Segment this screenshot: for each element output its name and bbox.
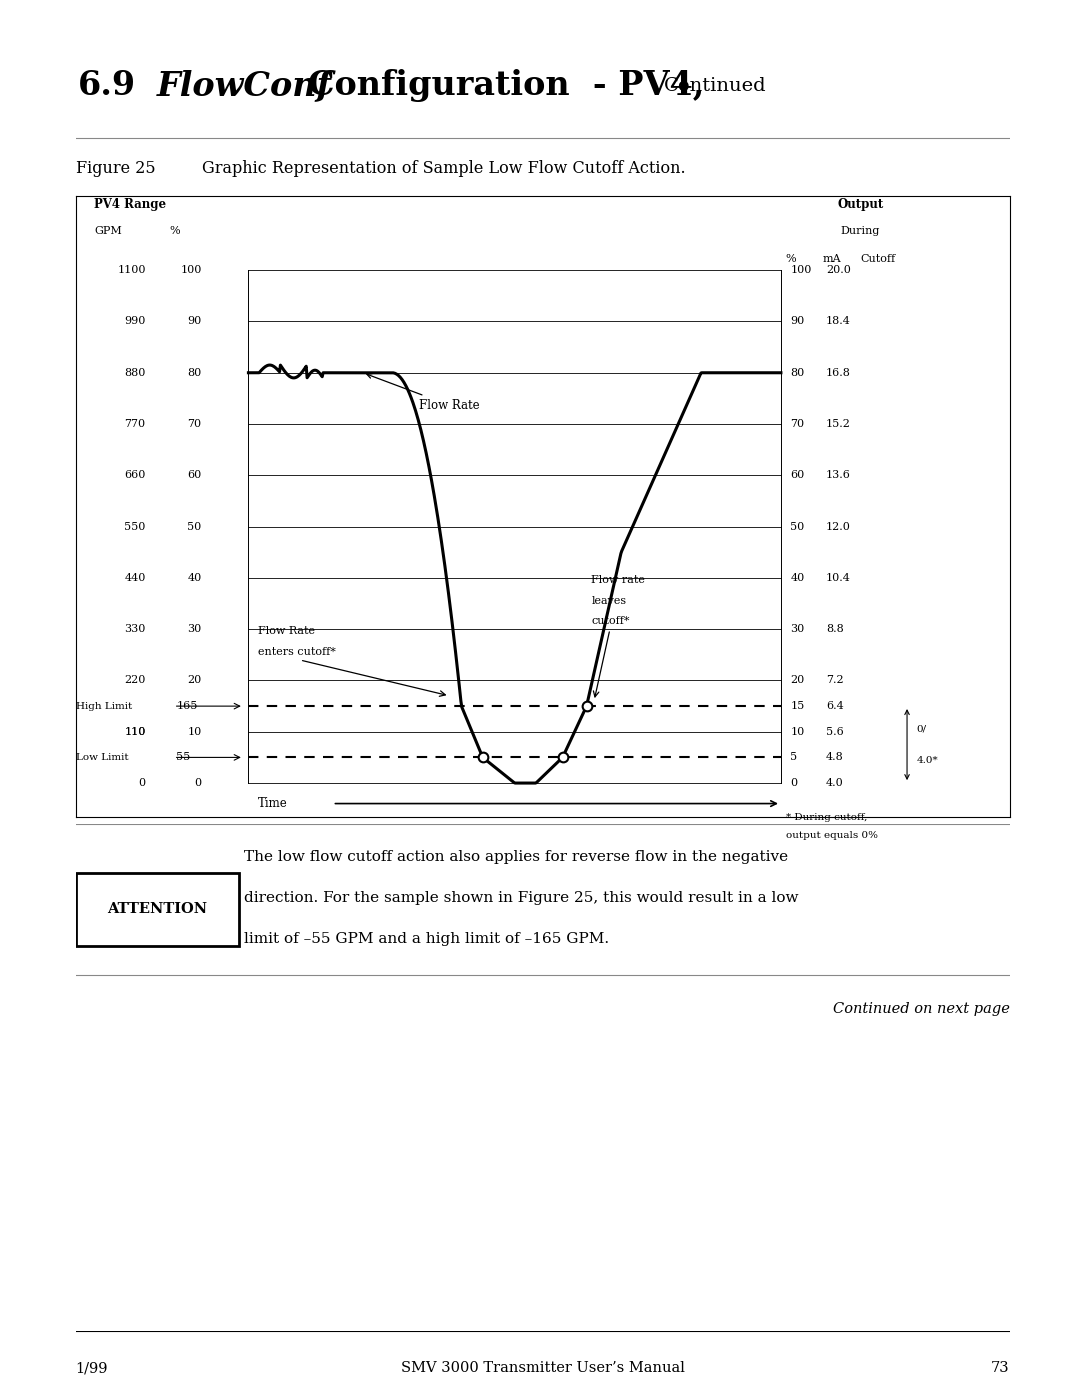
Text: Flow rate: Flow rate: [591, 576, 645, 585]
Text: High Limit: High Limit: [76, 701, 132, 711]
Text: %: %: [170, 226, 179, 236]
FancyBboxPatch shape: [76, 873, 239, 946]
Text: Continued on next page: Continued on next page: [833, 1002, 1010, 1016]
Text: 330: 330: [124, 624, 146, 634]
Text: 0: 0: [194, 778, 202, 788]
Text: Continued: Continued: [664, 77, 767, 95]
Text: 660: 660: [124, 471, 146, 481]
Text: 90: 90: [188, 317, 202, 327]
Text: 0: 0: [138, 778, 146, 788]
Text: 80: 80: [188, 367, 202, 377]
Text: 18.4: 18.4: [826, 317, 851, 327]
Text: 10.4: 10.4: [826, 573, 851, 583]
Text: 70: 70: [791, 419, 805, 429]
Text: PV4 Range: PV4 Range: [94, 198, 166, 211]
Text: 100: 100: [791, 265, 812, 275]
Text: Figure 25: Figure 25: [76, 159, 156, 177]
Text: 90: 90: [791, 317, 805, 327]
Text: Output: Output: [837, 198, 883, 211]
Text: Cutoff: Cutoff: [861, 254, 895, 264]
Text: 20.0: 20.0: [826, 265, 851, 275]
Text: limit of –55 GPM and a high limit of –165 GPM.: limit of –55 GPM and a high limit of –16…: [244, 932, 609, 946]
Text: 15.2: 15.2: [826, 419, 851, 429]
Text: 16.8: 16.8: [826, 367, 851, 377]
Text: Graphic Representation of Sample Low Flow Cutoff Action.: Graphic Representation of Sample Low Flo…: [202, 159, 686, 177]
Text: 20: 20: [188, 676, 202, 686]
Text: 110: 110: [124, 726, 146, 736]
Text: 40: 40: [791, 573, 805, 583]
Text: 50: 50: [791, 521, 805, 532]
Text: 1/99: 1/99: [76, 1361, 108, 1375]
Text: 70: 70: [188, 419, 202, 429]
Text: 60: 60: [188, 471, 202, 481]
Text: 10: 10: [188, 726, 202, 736]
Text: 165: 165: [176, 701, 198, 711]
Text: 7.2: 7.2: [826, 676, 843, 686]
Text: 6.4: 6.4: [826, 701, 843, 711]
Text: 30: 30: [791, 624, 805, 634]
Text: 550: 550: [124, 521, 146, 532]
Text: 15: 15: [791, 701, 805, 711]
Text: GPM: GPM: [94, 226, 122, 236]
Text: 770: 770: [124, 419, 146, 429]
Text: 12.0: 12.0: [826, 521, 851, 532]
Text: output equals 0%: output equals 0%: [785, 831, 878, 841]
Text: 13.6: 13.6: [826, 471, 851, 481]
Text: SMV 3000 Transmitter User’s Manual: SMV 3000 Transmitter User’s Manual: [401, 1361, 685, 1375]
Text: The low flow cutoff action also applies for reverse flow in the negative: The low flow cutoff action also applies …: [244, 849, 788, 863]
Text: 0/: 0/: [917, 725, 927, 733]
Text: 5: 5: [791, 753, 797, 763]
Text: Low Limit: Low Limit: [76, 753, 129, 761]
Text: %: %: [785, 254, 796, 264]
Text: 73: 73: [991, 1361, 1010, 1375]
Text: 30: 30: [188, 624, 202, 634]
Text: cutoff*: cutoff*: [591, 616, 630, 626]
Text: direction. For the sample shown in Figure 25, this would result in a low: direction. For the sample shown in Figur…: [244, 890, 798, 905]
Text: 4.8: 4.8: [826, 753, 843, 763]
Text: Flow Rate: Flow Rate: [258, 626, 314, 636]
Text: 880: 880: [124, 367, 146, 377]
Text: 6.9: 6.9: [78, 68, 136, 102]
Text: 440: 440: [124, 573, 146, 583]
Text: mA: mA: [823, 254, 841, 264]
Text: 220: 220: [124, 676, 146, 686]
Text: Flow Rate: Flow Rate: [367, 373, 480, 412]
Text: leaves: leaves: [591, 595, 626, 605]
Text: ATTENTION: ATTENTION: [107, 902, 207, 916]
Text: 0: 0: [791, 778, 797, 788]
Text: Configuration  - PV4,: Configuration - PV4,: [308, 68, 704, 102]
Text: 55: 55: [176, 753, 191, 763]
Text: 990: 990: [124, 317, 146, 327]
Text: 60: 60: [791, 471, 805, 481]
Text: 100: 100: [180, 265, 202, 275]
Text: 40: 40: [188, 573, 202, 583]
Text: 20: 20: [791, 676, 805, 686]
Text: 80: 80: [791, 367, 805, 377]
Text: 10: 10: [791, 726, 805, 736]
Text: * During cutoff,: * During cutoff,: [785, 813, 867, 821]
Text: Time: Time: [258, 798, 287, 810]
Text: During: During: [840, 226, 880, 236]
Text: 1100: 1100: [117, 265, 146, 275]
Text: 4.0*: 4.0*: [917, 756, 939, 764]
Text: 8.8: 8.8: [826, 624, 843, 634]
Text: 50: 50: [188, 521, 202, 532]
Text: 110: 110: [124, 726, 146, 736]
Text: FlowConf: FlowConf: [157, 68, 332, 102]
Text: enters cutoff*: enters cutoff*: [258, 647, 336, 657]
Text: 4.0: 4.0: [826, 778, 843, 788]
Text: 5.6: 5.6: [826, 726, 843, 736]
